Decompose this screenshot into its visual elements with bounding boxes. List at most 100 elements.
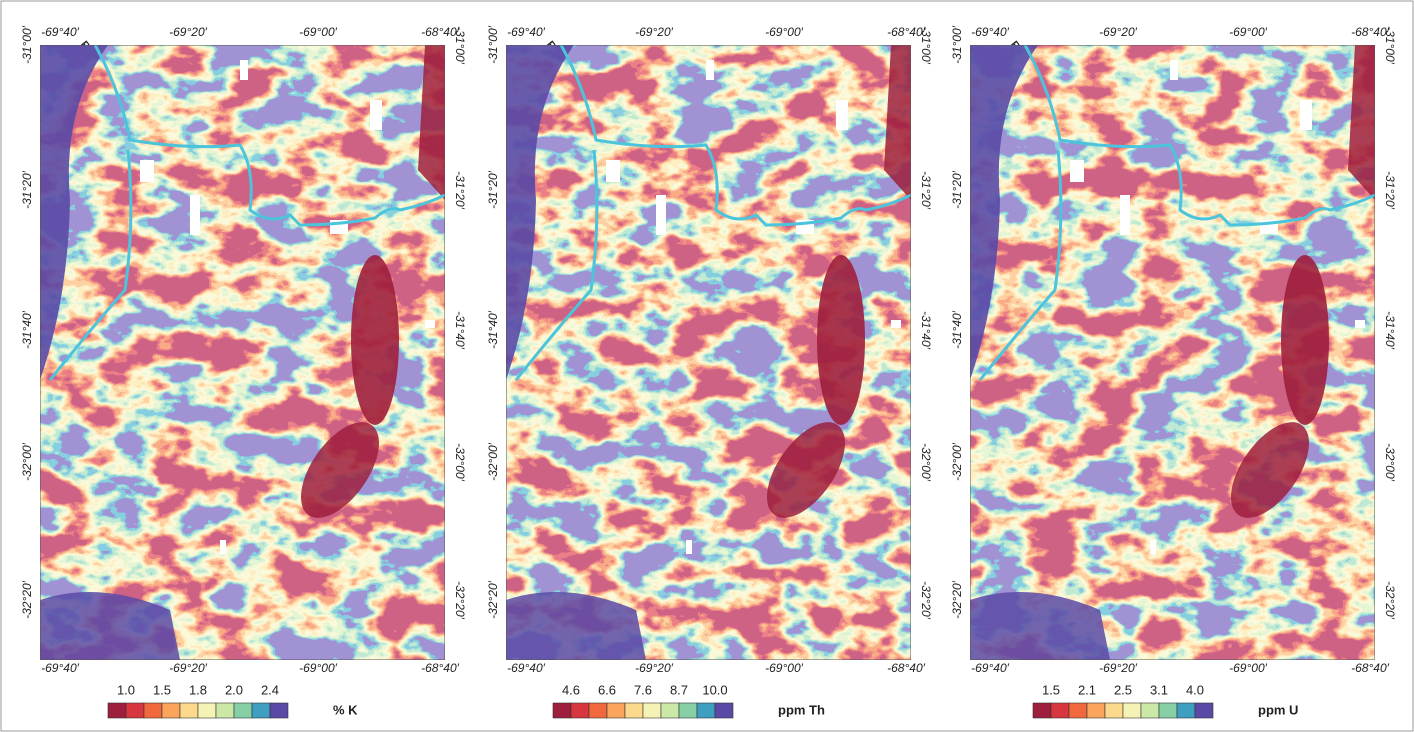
legend-swatch [126, 703, 144, 718]
red-body [817, 255, 865, 425]
longitude-label: -69°40′ [971, 25, 1009, 39]
latitude-label: -32°00′ [486, 442, 500, 480]
map [970, 45, 1375, 660]
legend-swatch [553, 703, 571, 718]
latitude-label: -32°00′ [919, 443, 933, 481]
latitude-label: -31°20′ [1383, 171, 1397, 209]
no-data [656, 195, 666, 235]
latitude-label: -31°00′ [453, 26, 467, 64]
legend-tick-label: 2.5 [1114, 682, 1132, 697]
longitude-label: -69°40′ [41, 661, 79, 675]
longitude-label: -69°00′ [765, 25, 803, 39]
map [506, 45, 911, 660]
legend-tick-label: 8.7 [670, 682, 688, 697]
longitude-label: -69°20′ [1099, 25, 1137, 39]
legend-unit: % K [333, 702, 358, 717]
legend-tick-label: 1.8 [189, 682, 207, 697]
latitude-label: -31°20′ [20, 170, 34, 208]
longitude-label: -69°40′ [971, 661, 1009, 675]
no-data [425, 320, 435, 328]
latitude-label: -31°40′ [950, 310, 964, 348]
legend-tick-label: 3.1 [1150, 682, 1168, 697]
legend-swatch [607, 703, 625, 718]
legend-swatch [198, 703, 216, 718]
legend-swatch [1141, 703, 1159, 718]
latitude-label: -31°20′ [453, 171, 467, 209]
legend-swatch [571, 703, 589, 718]
longitude-label: -69°40′ [507, 661, 545, 675]
latitude-label: -31°40′ [1383, 311, 1397, 349]
map [506, 45, 911, 660]
legend-tick-label: 4.0 [1186, 682, 1204, 697]
legend-swatch [144, 703, 162, 718]
no-data [1355, 320, 1365, 328]
longitude-label: -69°20′ [635, 661, 673, 675]
no-data [1170, 60, 1178, 80]
latitude-label: -31°00′ [950, 25, 964, 63]
latitude-label: -31°00′ [20, 25, 34, 63]
latitude-label: -31°20′ [950, 170, 964, 208]
longitude-label: -69°40′ [41, 25, 79, 39]
no-data [1070, 160, 1084, 182]
legend-tick-label: 1.5 [153, 682, 171, 697]
latitude-label: -31°40′ [453, 311, 467, 349]
legend-swatch [625, 703, 643, 718]
legend-swatch [715, 703, 733, 718]
latitude-label: -32°20′ [1383, 581, 1397, 619]
legend-swatch [234, 703, 252, 718]
no-data [1300, 100, 1312, 130]
legend-swatch [643, 703, 661, 718]
latitude-label: -32°00′ [453, 443, 467, 481]
legend-swatch [1087, 703, 1105, 718]
legend-tick-label: 1.5 [1042, 682, 1060, 697]
latitude-label: -32°00′ [1383, 443, 1397, 481]
no-data [891, 320, 901, 328]
red-body [1281, 255, 1329, 425]
longitude-label: -69°40′ [507, 25, 545, 39]
longitude-label: -69°00′ [1229, 25, 1267, 39]
legend-unit: ppm Th [778, 702, 825, 717]
legend-unit: ppm U [1258, 702, 1298, 717]
latitude-label: -31°00′ [1383, 26, 1397, 64]
no-data [140, 160, 154, 182]
latitude-label: -32°20′ [453, 581, 467, 619]
latitude-label: -31°20′ [486, 170, 500, 208]
longitude-label: -68°40′ [1351, 661, 1389, 675]
latitude-label: -31°00′ [486, 25, 500, 63]
latitude-label: -31°40′ [919, 311, 933, 349]
map [40, 45, 445, 660]
legend-swatch [679, 703, 697, 718]
no-data [190, 195, 200, 235]
legend-tick-label: 2.4 [261, 682, 279, 697]
no-data [686, 540, 692, 554]
legend-tick-label: 10.0 [702, 682, 727, 697]
no-data [606, 160, 620, 182]
legend-swatch [661, 703, 679, 718]
longitude-label: -69°00′ [299, 661, 337, 675]
longitude-label: -69°00′ [1229, 661, 1267, 675]
no-data [836, 100, 848, 130]
legend-swatch [1159, 703, 1177, 718]
no-data [220, 540, 226, 554]
longitude-label: -69°00′ [299, 25, 337, 39]
latitude-label: -32°20′ [919, 581, 933, 619]
latitude-label: -32°00′ [20, 442, 34, 480]
legend-swatch [1033, 703, 1051, 718]
latitude-label: -32°20′ [486, 580, 500, 618]
latitude-label: -32°20′ [950, 580, 964, 618]
map [40, 45, 445, 660]
map [970, 45, 1375, 660]
no-data [370, 100, 382, 130]
latitude-label: -31°20′ [919, 171, 933, 209]
legend-swatch [216, 703, 234, 718]
legend-swatch [1051, 703, 1069, 718]
legend-swatch [1177, 703, 1195, 718]
latitude-label: -31°40′ [20, 310, 34, 348]
legend-tick-label: 2.0 [225, 682, 243, 697]
latitude-label: -32°00′ [950, 442, 964, 480]
longitude-label: -69°20′ [169, 25, 207, 39]
no-data [1120, 195, 1130, 235]
longitude-label: -69°20′ [169, 661, 207, 675]
legend-tick-label: 7.6 [634, 682, 652, 697]
no-data [240, 60, 248, 80]
